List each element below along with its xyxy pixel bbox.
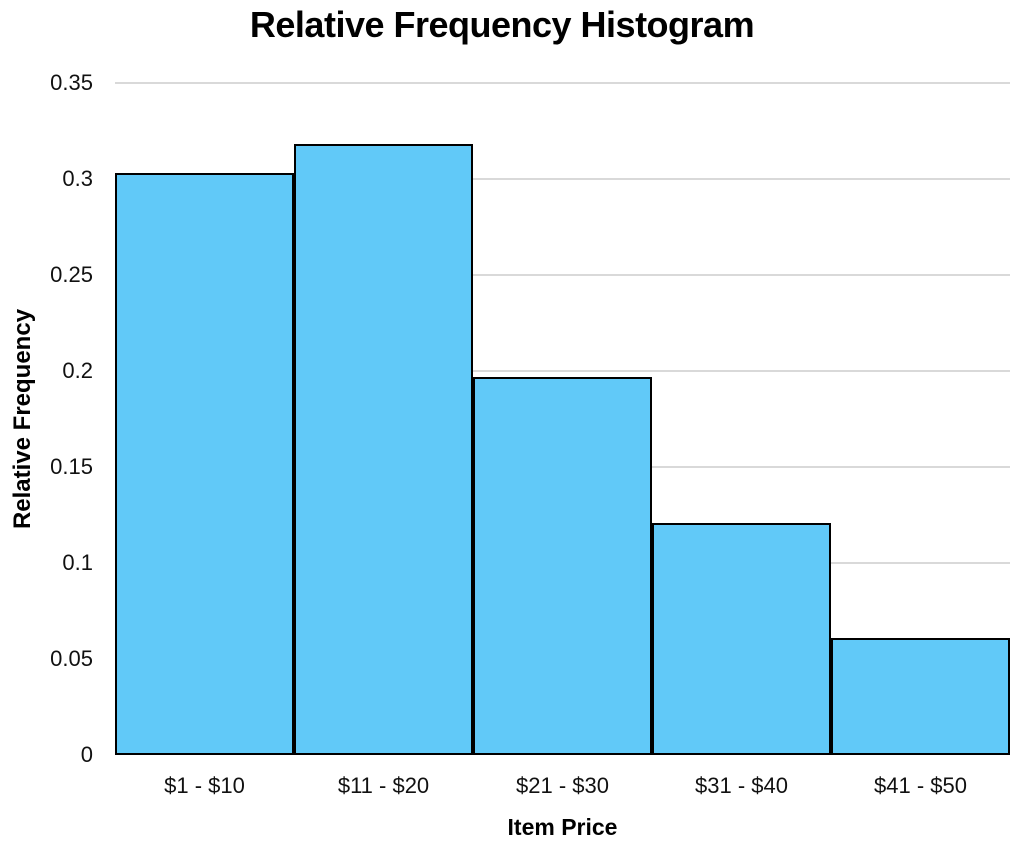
histogram-bar bbox=[831, 638, 1010, 755]
chart-title: Relative Frequency Histogram bbox=[249, 4, 755, 45]
gridline bbox=[115, 178, 1010, 180]
y-tick-label: 0.2 bbox=[62, 358, 93, 383]
x-tick-label: $31 - $40 bbox=[695, 773, 788, 798]
x-tick-label: $1 - $10 bbox=[164, 773, 245, 798]
y-tick-label: 0 bbox=[80, 742, 93, 767]
y-tick-label: 0.05 bbox=[50, 646, 93, 671]
histogram-bar bbox=[294, 144, 473, 755]
y-tick-label: 0.35 bbox=[50, 70, 93, 95]
x-tick-label: $21 - $30 bbox=[516, 773, 609, 798]
x-tick-label: $41 - $50 bbox=[874, 773, 967, 798]
x-tick-label: $11 - $20 bbox=[337, 773, 430, 798]
plot-area bbox=[115, 82, 1010, 755]
y-tick-label: 0.25 bbox=[50, 262, 93, 287]
histogram-bar bbox=[652, 523, 831, 755]
gridline bbox=[115, 82, 1010, 84]
y-axis-title: Relative Frequency bbox=[9, 308, 36, 530]
histogram-bar bbox=[473, 377, 652, 755]
gridline bbox=[115, 370, 1010, 372]
y-tick-label: 0.15 bbox=[50, 454, 93, 479]
histogram-bar bbox=[115, 173, 294, 755]
y-tick-label: 0.1 bbox=[62, 550, 93, 575]
x-axis-title: Item Price bbox=[507, 814, 618, 840]
gridline bbox=[115, 274, 1010, 276]
y-tick-label: 0.3 bbox=[62, 166, 93, 191]
